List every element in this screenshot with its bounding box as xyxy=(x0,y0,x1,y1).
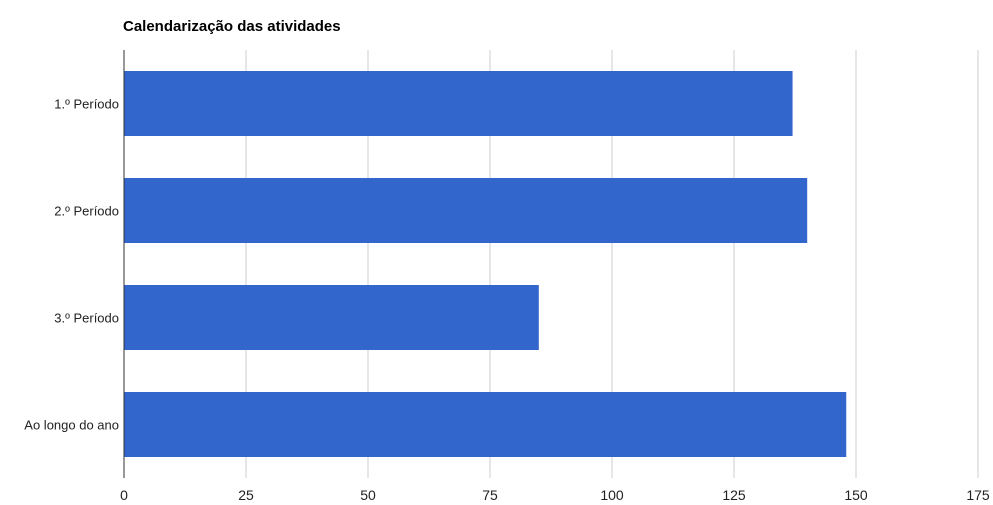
x-tick-label: 125 xyxy=(722,487,746,503)
category-label: 3.º Período xyxy=(54,311,119,326)
x-tick-label: 0 xyxy=(120,487,128,503)
bar xyxy=(124,178,808,243)
bar xyxy=(124,285,539,350)
x-tick-label: 175 xyxy=(966,487,990,503)
x-tick-label: 100 xyxy=(600,487,624,503)
category-label: Ao longo do ano xyxy=(24,418,119,433)
bar xyxy=(124,392,847,457)
x-tick-label: 75 xyxy=(482,487,498,503)
chart-title: Calendarização das atividades xyxy=(123,18,341,35)
category-labels: 1.º Período 2.º Período 3.º Período Ao long… xyxy=(24,97,119,433)
bars xyxy=(124,71,847,457)
category-label: 1.º Período xyxy=(54,97,119,112)
x-tick-labels: 0 25 50 75 100 125 150 175 xyxy=(120,487,990,503)
category-label: 2.º Período xyxy=(54,204,119,219)
x-tick-label: 50 xyxy=(360,487,376,503)
x-tick-label: 150 xyxy=(844,487,868,503)
bar xyxy=(124,71,793,136)
x-tick-label: 25 xyxy=(238,487,254,503)
